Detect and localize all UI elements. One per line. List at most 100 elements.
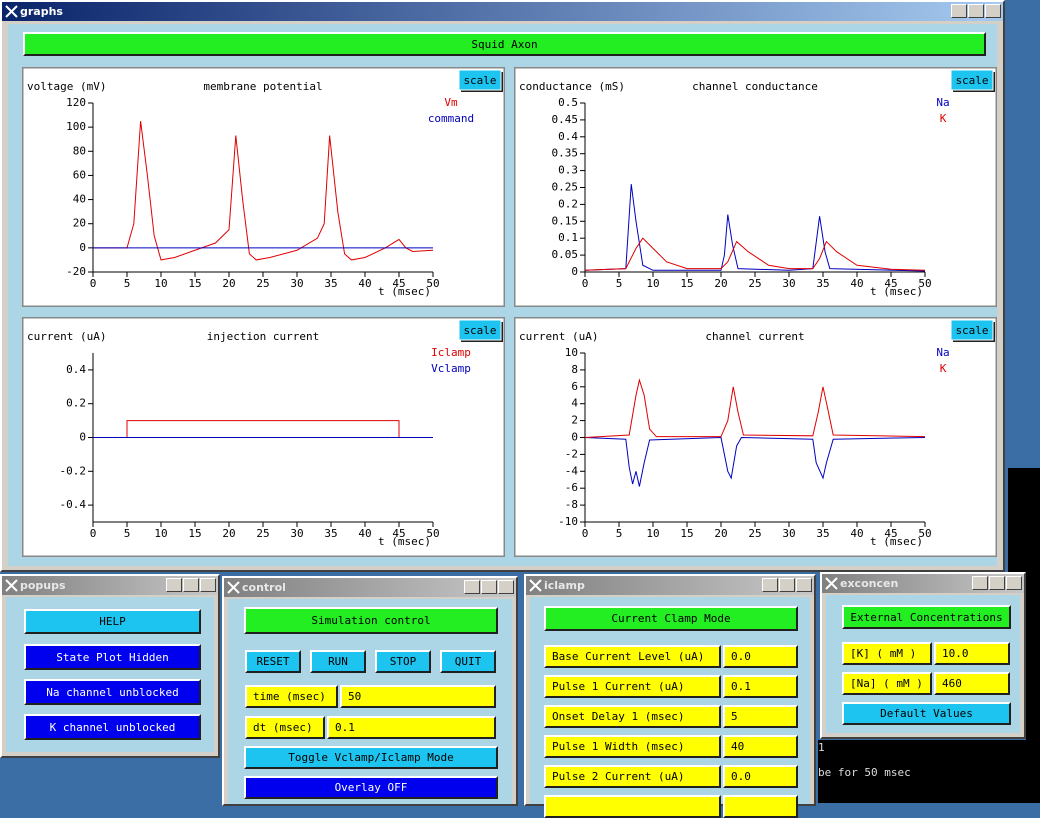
y-tick-label: 0.2 <box>66 397 86 410</box>
y-tick-label: 2 <box>571 414 578 427</box>
button[interactable]: RUN <box>310 650 366 673</box>
close[interactable] <box>985 4 1001 18</box>
y-tick-label: 4 <box>571 397 578 410</box>
field-input[interactable]: 0.0 <box>723 645 798 668</box>
y-tick-label: -4 <box>565 464 579 477</box>
y-tick-label: 10 <box>565 346 578 359</box>
x-tick-label: 10 <box>646 527 659 540</box>
y-tick-label: 0.4 <box>558 130 578 143</box>
y-tick-label: -10 <box>558 515 578 528</box>
x-tick-label: 5 <box>124 277 131 290</box>
legend-entry: Na <box>936 96 949 109</box>
button[interactable]: Overlay OFF <box>244 776 498 799</box>
button[interactable]: RESET <box>245 650 301 673</box>
field-input[interactable]: 0.1 <box>327 716 496 739</box>
x-tick-label: 0 <box>90 527 97 540</box>
y-tick-label: -8 <box>565 498 578 511</box>
legend-entry: Vm <box>444 96 458 109</box>
y-tick-label: 0.4 <box>66 363 86 376</box>
button[interactable]: Na channel unblocked <box>24 679 201 705</box>
y-tick-label: 0 <box>79 431 86 444</box>
plot-title: membrane potential <box>203 80 322 93</box>
y-tick-label: 0.5 <box>558 96 578 109</box>
button[interactable]: K channel unblocked <box>24 714 201 740</box>
field-input[interactable]: 10.0 <box>934 642 1010 665</box>
x-tick-label: 0 <box>582 277 589 290</box>
x-tick-label: 5 <box>616 527 623 540</box>
y-tick-label: 0.45 <box>552 113 579 126</box>
field-label: Base Current Level (uA) <box>544 645 721 668</box>
y-tick-label: -6 <box>565 481 578 494</box>
scale-button[interactable]: scale <box>951 320 995 342</box>
y-tick-label: 80 <box>73 144 86 157</box>
field-label <box>544 795 721 818</box>
x-tick-label: 35 <box>324 527 337 540</box>
x-tick-label: 10 <box>646 277 659 290</box>
x-tick-label: 0 <box>582 527 589 540</box>
field-input[interactable]: 50 <box>340 685 496 708</box>
x-tick-label: 40 <box>850 527 863 540</box>
button[interactable]: State Plot Hidden <box>24 644 201 670</box>
legend-entry: K <box>940 112 947 125</box>
y-axis-label: conductance (mS) <box>519 80 625 93</box>
x-tick-label: 30 <box>290 527 303 540</box>
field-input[interactable] <box>723 795 798 818</box>
x-tick-label: 25 <box>256 277 269 290</box>
y-tick-label: 120 <box>66 96 86 109</box>
button[interactable]: Toggle Vclamp/Iclamp Mode <box>244 746 498 769</box>
header: Current Clamp Mode <box>544 606 798 631</box>
y-tick-label: 0.2 <box>558 197 578 210</box>
y-tick-label: 0.05 <box>552 248 579 261</box>
x-tick-label: 30 <box>290 277 303 290</box>
plot-panel: current (uA)channel currentscale-10-8-6-… <box>514 317 997 557</box>
x-axis-label: t (msec) <box>870 535 923 548</box>
field-label: [K] ( mM ) <box>842 642 932 665</box>
field-input[interactable]: 460 <box>934 672 1010 695</box>
x-tick-label: 20 <box>222 527 235 540</box>
x-axis-label: t (msec) <box>378 535 431 548</box>
y-tick-label: -0.2 <box>60 464 87 477</box>
button-label: scale <box>463 74 496 87</box>
field-input[interactable]: 5 <box>723 705 798 728</box>
y-axis-label: voltage (mV) <box>27 80 106 93</box>
button[interactable]: STOP <box>375 650 431 673</box>
plot-title: injection current <box>207 330 320 343</box>
x-tick-label: 40 <box>358 527 371 540</box>
plot-panel: voltage (mV) membrane potential scale -20 0 2… <box>22 67 505 307</box>
x-tick-label: 10 <box>154 277 167 290</box>
terminal <box>1008 468 1040 572</box>
x-tick-label: 20 <box>714 527 727 540</box>
scale-button[interactable]: scale <box>459 70 503 92</box>
scale-button[interactable]: scale <box>459 320 503 342</box>
scale-button[interactable]: scale <box>951 70 995 92</box>
y-tick-label: 0.15 <box>552 214 579 227</box>
x-tick-label: 15 <box>680 527 693 540</box>
y-tick-label: -2 <box>565 447 578 460</box>
maximize[interactable] <box>968 4 984 18</box>
panel-bg <box>23 68 504 306</box>
button[interactable]: QUIT <box>440 650 496 673</box>
x-tick-label: 10 <box>154 527 167 540</box>
y-tick-label: 0.3 <box>558 164 578 177</box>
field-label: Pulse 1 Current (uA) <box>544 675 721 698</box>
button[interactable]: Default Values <box>842 702 1011 725</box>
legend-entry: Iclamp <box>431 346 471 359</box>
x-tick-label: 30 <box>782 277 795 290</box>
button[interactable]: HELP <box>24 609 201 634</box>
field-input[interactable]: 40 <box>723 735 798 758</box>
banner: Squid Axon <box>23 32 986 56</box>
y-tick-label: 0 <box>571 265 578 278</box>
field-input[interactable]: 0.0 <box>723 765 798 788</box>
x-tick-label: 0 <box>90 277 97 290</box>
field-input[interactable]: 0.1 <box>723 675 798 698</box>
y-tick-label: -20 <box>66 265 86 278</box>
legend-entry: K <box>940 362 947 375</box>
minimize[interactable] <box>951 4 967 18</box>
x-tick-label: 30 <box>782 527 795 540</box>
x-tick-label: 15 <box>188 527 201 540</box>
x-tick-label: 20 <box>222 277 235 290</box>
y-tick-label: 0.35 <box>552 147 579 160</box>
y-tick-label: 6 <box>571 380 578 393</box>
window-title: iclamp <box>544 579 585 592</box>
